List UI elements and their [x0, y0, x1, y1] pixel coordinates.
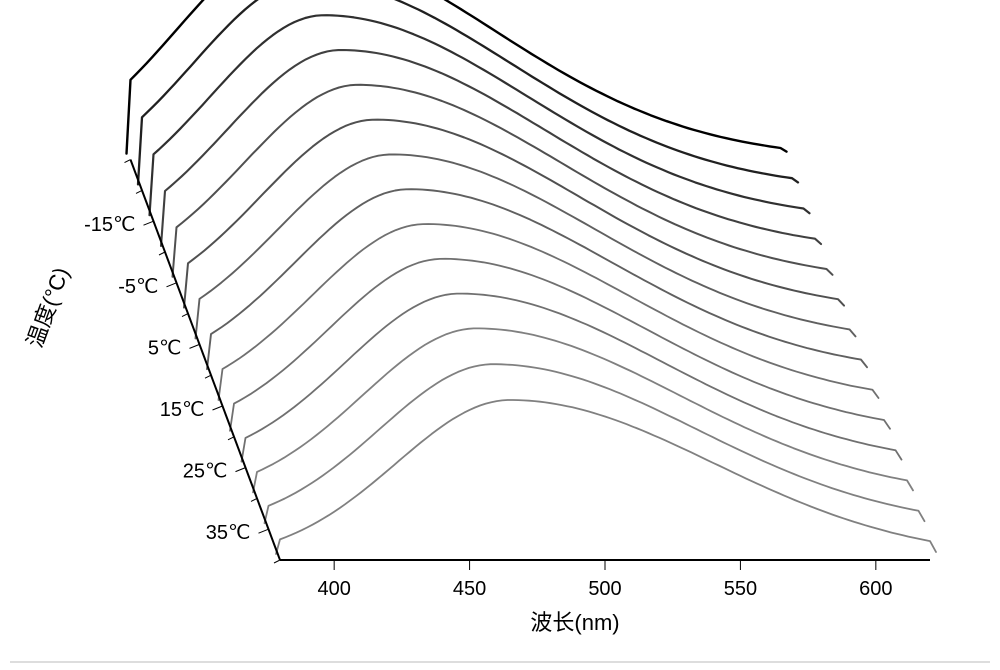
x-axis-tick-label: 550	[724, 578, 757, 600]
x-axis-tick-label: 600	[859, 578, 892, 600]
z-axis-tick-label: -5℃	[118, 276, 158, 298]
x-axis-label: 波长(nm)	[530, 610, 619, 635]
x-axis-tick-label: 500	[588, 578, 621, 600]
z-axis-tick-label: 5℃	[148, 337, 182, 359]
z-axis-tick-label: 15℃	[160, 399, 205, 421]
z-axis-tick-label: -15℃	[84, 214, 135, 236]
waterfall-spectra-chart: 400450500550600波长(nm)-15℃-5℃5℃15℃25℃35℃温…	[0, 0, 1000, 670]
z-axis-tick-label: 25℃	[183, 461, 228, 483]
x-axis-tick-label: 450	[453, 578, 486, 600]
x-axis-tick-label: 400	[317, 578, 350, 600]
z-axis-tick-label: 35℃	[206, 522, 251, 544]
chart-svg: 400450500550600波长(nm)-15℃-5℃5℃15℃25℃35℃温…	[0, 0, 1000, 670]
